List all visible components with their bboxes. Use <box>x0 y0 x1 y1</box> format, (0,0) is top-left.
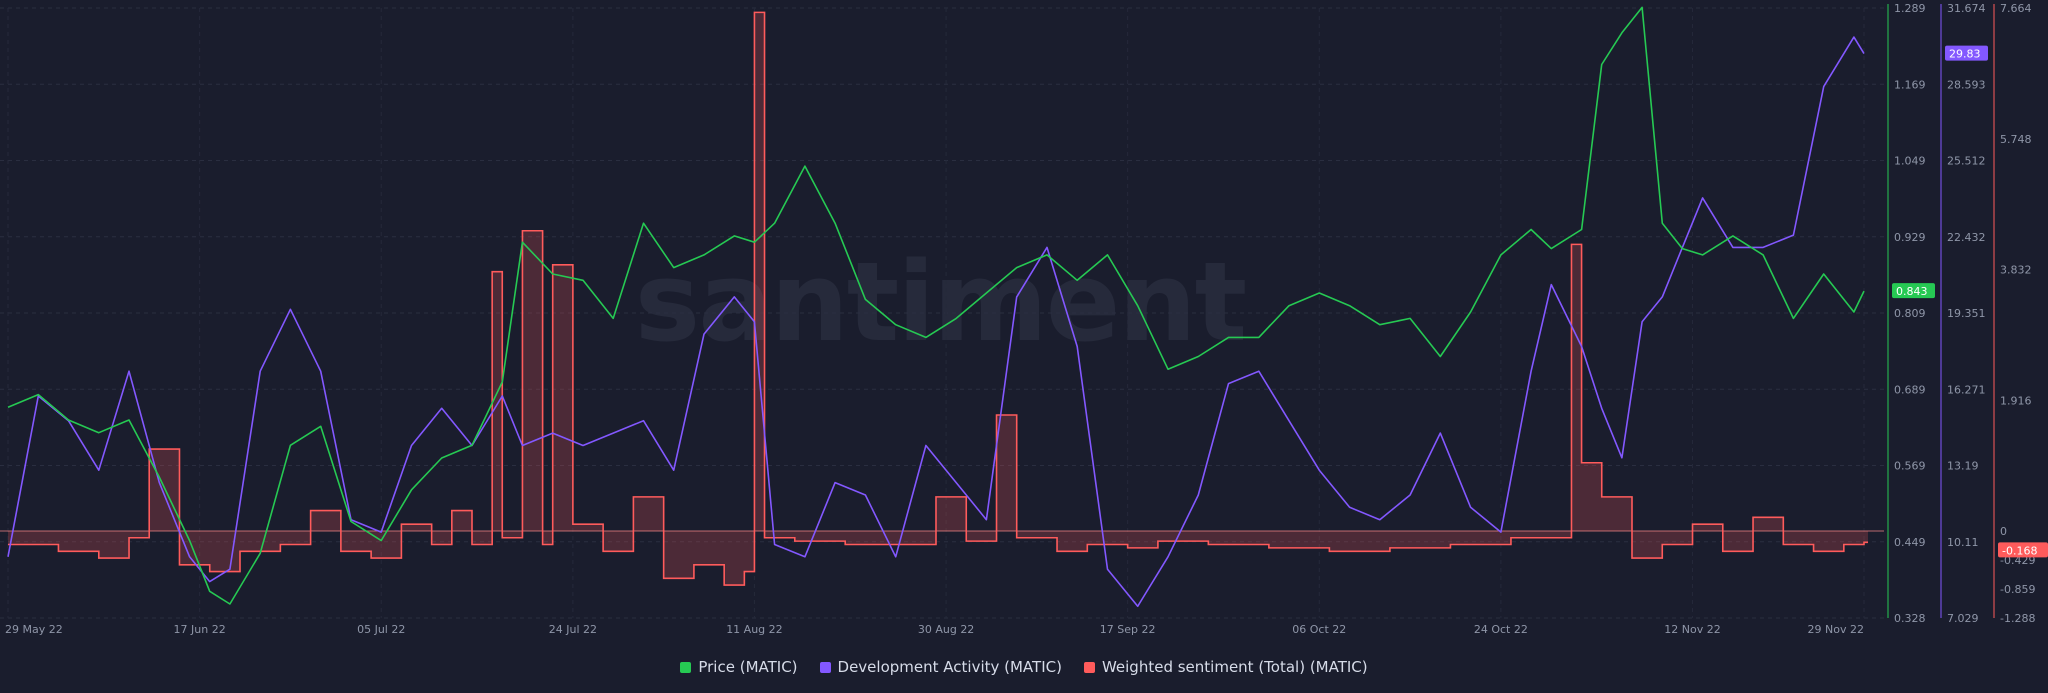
current-value-badge-dev <box>1945 45 1988 61</box>
current-value-badge-sentiment <box>1998 542 2048 558</box>
x-tick-label: 12 Nov 22 <box>1664 623 1720 636</box>
tick-label-dev: 16.271 <box>1947 383 1986 396</box>
series-line-price <box>7 6 1865 605</box>
legend-swatch-dev-activity <box>819 661 831 673</box>
tick-label-sentiment: -0.859 <box>2000 583 2035 596</box>
tick-label-dev: 13.19 <box>1947 460 1979 473</box>
tick-label-dev: 31.674 <box>1947 2 1986 15</box>
tick-label-dev: 10.11 <box>1947 536 1979 549</box>
x-tick-label: 29 May 22 <box>5 623 63 636</box>
legend-item-sentiment[interactable]: Weighted sentiment (Total) (MATIC) <box>1083 658 1368 676</box>
tick-label-sentiment: 1.916 <box>2000 394 2032 407</box>
x-tick-label: 29 Nov 22 <box>1808 623 1864 636</box>
watermark-text: santiment <box>635 238 1246 366</box>
tick-label-sentiment: 5.748 <box>2000 133 2032 146</box>
current-value-badge-price <box>1892 283 1935 299</box>
tick-label-price: 1.169 <box>1894 78 1926 91</box>
x-tick-label: 24 Jul 22 <box>549 623 597 636</box>
tick-label-price: 0.569 <box>1894 460 1926 473</box>
tick-label-dev: 19.351 <box>1947 307 1986 320</box>
tick-label-sentiment: -1.288 <box>2000 612 2035 625</box>
tick-label-dev: 25.512 <box>1947 155 1986 168</box>
x-tick-label: 06 Oct 22 <box>1292 623 1346 636</box>
tick-label-price: 0.449 <box>1894 536 1926 549</box>
series-line-sentiment <box>8 11 1868 586</box>
legend-label-dev-activity: Development Activity (MATIC) <box>837 658 1062 676</box>
tick-label-price: 0.929 <box>1894 231 1926 244</box>
current-value-label-price: 0.843 <box>1896 285 1928 298</box>
tick-label-sentiment: 7.664 <box>2000 2 2032 15</box>
current-value-label-sentiment: -0.168 <box>2002 544 2037 557</box>
x-tick-label: 30 Aug 22 <box>918 623 974 636</box>
x-tick-label: 11 Aug 22 <box>726 623 782 636</box>
tick-label-sentiment: 0 <box>2000 525 2007 538</box>
tick-label-sentiment: 3.832 <box>2000 264 2032 277</box>
legend-item-dev-activity[interactable]: Development Activity (MATIC) <box>819 658 1062 676</box>
x-tick-label: 24 Oct 22 <box>1474 623 1528 636</box>
tick-label-price: 0.328 <box>1894 612 1926 625</box>
tick-label-dev: 7.029 <box>1947 612 1979 625</box>
legend-label-sentiment: Weighted sentiment (Total) (MATIC) <box>1101 658 1368 676</box>
legend-label-price: Price (MATIC) <box>698 658 798 676</box>
legend-swatch-price <box>680 661 692 673</box>
tick-label-dev: 28.593 <box>1947 78 1986 91</box>
legend-item-price[interactable]: Price (MATIC) <box>680 658 798 676</box>
x-tick-label: 05 Jul 22 <box>357 623 405 636</box>
legend-swatch-sentiment <box>1083 661 1095 673</box>
tick-label-price: 1.289 <box>1894 2 1926 15</box>
tick-label-price: 0.809 <box>1894 307 1926 320</box>
tick-label-dev: 22.432 <box>1947 231 1986 244</box>
series-line-dev-activity <box>7 36 1865 608</box>
x-tick-label: 17 Sep 22 <box>1100 623 1156 636</box>
current-value-label-dev: 29.83 <box>1949 48 1981 61</box>
tick-label-price: 1.049 <box>1894 155 1926 168</box>
x-tick-label: 17 Jun 22 <box>174 623 226 636</box>
tick-label-price: 0.689 <box>1894 383 1926 396</box>
legend: Price (MATIC) Development Activity (MATI… <box>0 656 2048 678</box>
